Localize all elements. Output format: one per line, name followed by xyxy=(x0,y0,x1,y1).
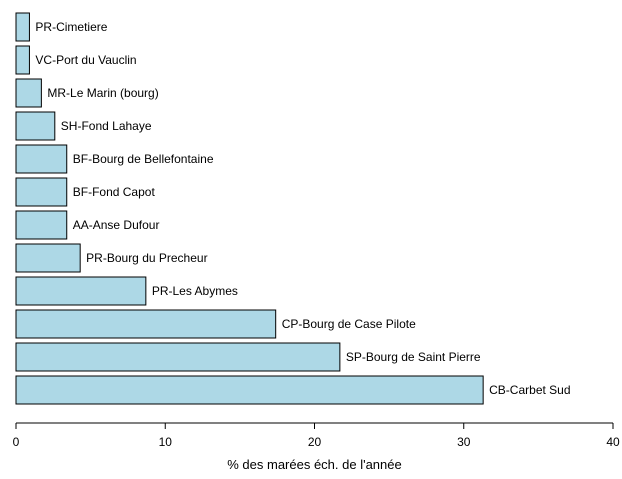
bar-label: PR-Les Abymes xyxy=(152,284,238,298)
bar-label: CP-Bourg de Case Pilote xyxy=(282,317,416,331)
bar xyxy=(15,276,147,306)
bar xyxy=(15,78,42,108)
bar-label: PR-Cimetiere xyxy=(35,20,107,34)
bar-label: VC-Port du Vauclin xyxy=(35,53,136,67)
bar-label: SH-Fond Lahaye xyxy=(61,119,152,133)
x-tick-label: 0 xyxy=(13,435,20,449)
bar-label: SP-Bourg de Saint Pierre xyxy=(346,350,481,364)
bar xyxy=(15,210,68,240)
bar xyxy=(15,144,68,174)
bar-label: BF-Bourg de Bellefontaine xyxy=(73,152,214,166)
bar-label: PR-Bourg du Precheur xyxy=(86,251,207,265)
bar-label: BF-Fond Capot xyxy=(73,185,156,199)
x-tick-label: 10 xyxy=(159,435,173,449)
bar-label: AA-Anse Dufour xyxy=(73,218,160,232)
bar xyxy=(15,177,68,207)
x-axis-ticks: 0 10 20 30 40 xyxy=(13,423,620,449)
bar xyxy=(15,342,341,372)
x-tick-label: 40 xyxy=(606,435,620,449)
bar-labels-group: PR-Cimetiere VC-Port du Vauclin MR-Le Mari… xyxy=(35,20,570,397)
bar xyxy=(15,375,484,405)
bar-label: CB-Carbet Sud xyxy=(489,383,570,397)
bar xyxy=(15,111,56,141)
x-axis-title: % des marées éch. de l'année xyxy=(227,457,401,472)
bar xyxy=(15,309,277,339)
bar xyxy=(15,45,30,75)
bars-group xyxy=(15,12,484,405)
x-tick-label: 20 xyxy=(308,435,322,449)
bar xyxy=(15,243,81,273)
bar xyxy=(15,12,30,42)
x-tick-label: 30 xyxy=(457,435,471,449)
bar-label: MR-Le Marin (bourg) xyxy=(47,86,158,100)
